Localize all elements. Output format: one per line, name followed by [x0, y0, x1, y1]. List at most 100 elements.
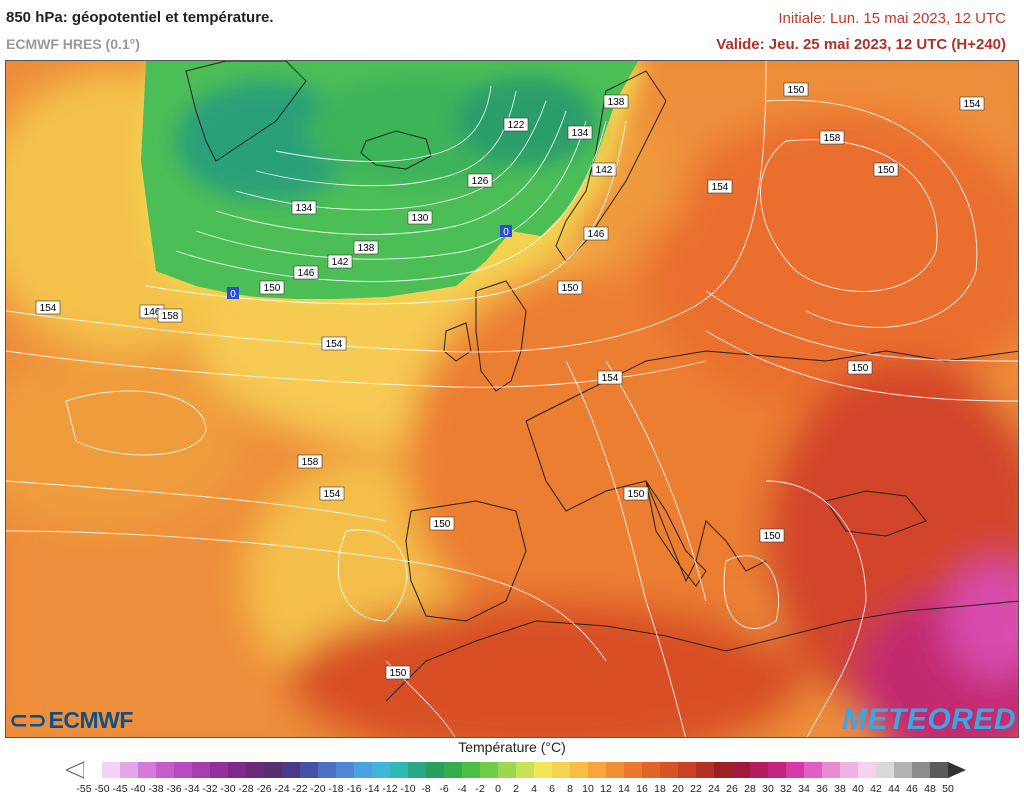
legend-tick-label: -32 — [202, 783, 218, 795]
svg-text:150: 150 — [764, 531, 781, 542]
legend-tick-label: -24 — [274, 783, 290, 795]
contour-label: 150 — [557, 280, 583, 295]
svg-text:126: 126 — [472, 176, 489, 187]
legend-tick-label: -55 — [76, 783, 92, 795]
svg-text:154: 154 — [324, 489, 341, 500]
svg-text:142: 142 — [596, 165, 613, 176]
map-title: 850 hPa: géopotentiel et température. — [6, 9, 274, 26]
legend-tick-label: 40 — [852, 783, 864, 795]
legend-tick-label: 22 — [690, 783, 702, 795]
legend-tick-label: 20 — [672, 783, 684, 795]
colorbar-swatch — [246, 762, 265, 778]
colorbar-swatch — [174, 762, 193, 778]
svg-text:146: 146 — [298, 268, 315, 279]
weather-map[interactable]: 122 126 130 134 134 138 138 142 142 146 146 150 150 1… — [5, 60, 1019, 738]
svg-text:154: 154 — [40, 303, 57, 314]
legend-tick-label: 18 — [654, 783, 666, 795]
colorbar-min-arrow — [66, 761, 85, 779]
svg-text:146: 146 — [144, 307, 161, 318]
svg-text:158: 158 — [824, 133, 841, 144]
contour-label: 154 — [319, 486, 345, 501]
legend-tick-label: 48 — [924, 783, 936, 795]
contour-label: 150 — [385, 665, 411, 680]
colorbar-swatch — [786, 762, 805, 778]
colorbar-swatch — [606, 762, 625, 778]
legend-tick-label: 24 — [708, 783, 720, 795]
contour-label: 134 — [567, 125, 593, 140]
colorbar-swatch — [462, 762, 481, 778]
colorbar-swatch — [192, 762, 211, 778]
svg-text:150: 150 — [878, 165, 895, 176]
contour-label: 130 — [407, 210, 433, 225]
colorbar-swatch — [894, 762, 913, 778]
front-marker-label: 0 — [503, 227, 509, 238]
contour-label: 150 — [623, 486, 649, 501]
legend-tick-label: -14 — [364, 783, 380, 795]
svg-text:122: 122 — [508, 120, 525, 131]
colorbar-swatch — [102, 762, 121, 778]
contour-label: 154 — [707, 179, 733, 194]
contour-label: 154 — [959, 96, 985, 111]
front-marker-label: 0 — [230, 289, 236, 300]
legend-tick-label: -38 — [148, 783, 164, 795]
legend-tick-label: -16 — [346, 783, 362, 795]
colorbar-swatch — [660, 762, 679, 778]
legend-tick-label: 12 — [600, 783, 612, 795]
contour-label: 150 — [873, 162, 899, 177]
legend-tick-label: -12 — [382, 783, 398, 795]
contour-label: 158 — [157, 308, 183, 323]
colorbar-swatch — [372, 762, 391, 778]
contour-label: 150 — [783, 82, 809, 97]
contour-label: 154 — [597, 370, 623, 385]
contour-label: 158 — [297, 454, 323, 469]
svg-text:154: 154 — [964, 99, 981, 110]
svg-text:154: 154 — [712, 182, 729, 193]
legend-tick-label: 42 — [870, 783, 882, 795]
svg-text:138: 138 — [608, 97, 625, 108]
contour-label: 126 — [467, 173, 493, 188]
colorbar-swatch — [426, 762, 445, 778]
legend-tick-label: -26 — [256, 783, 272, 795]
legend-tick-label: 50 — [942, 783, 954, 795]
colorbar-swatch — [732, 762, 751, 778]
colorbar-swatch — [336, 762, 355, 778]
colorbar-swatch — [588, 762, 607, 778]
colorbar-swatch — [804, 762, 823, 778]
colorbar-swatch — [516, 762, 535, 778]
legend-tick-label: 10 — [582, 783, 594, 795]
legend-tick-label: -18 — [328, 783, 344, 795]
colorbar-swatch — [444, 762, 463, 778]
contour-label: 138 — [353, 240, 379, 255]
colorbar-swatch — [300, 762, 319, 778]
legend-title: Température (°C) — [458, 739, 566, 755]
colorbar-swatch — [264, 762, 283, 778]
contour-label: 154 — [35, 300, 61, 315]
legend-tick-label: 34 — [798, 783, 810, 795]
svg-text:134: 134 — [296, 203, 313, 214]
svg-text:138: 138 — [358, 243, 375, 254]
contour-label: 154 — [321, 336, 347, 351]
legend-tick-label: -30 — [220, 783, 236, 795]
temperature-colorbar — [66, 761, 966, 779]
legend-tick-label: 32 — [780, 783, 792, 795]
contour-label: 122 — [503, 117, 529, 132]
colorbar-swatch — [678, 762, 697, 778]
contour-label: 146 — [583, 226, 609, 241]
colorbar-swatch — [822, 762, 841, 778]
colorbar-swatch — [390, 762, 409, 778]
legend-tick-label: -22 — [292, 783, 308, 795]
colorbar-swatch — [354, 762, 373, 778]
legend-ticks: -55 -50 -45 -40 -38 -36 -34 -32 -30 -28 -26 -24 -22-… — [66, 783, 966, 797]
legend-tick-label: -10 — [400, 783, 416, 795]
colorbar-swatch — [228, 762, 247, 778]
legend-tick-label: 26 — [726, 783, 738, 795]
colorbar-swatch — [408, 762, 427, 778]
colorbar-swatch — [624, 762, 643, 778]
model-label: ECMWF HRES (0.1°) — [6, 36, 140, 52]
colorbar-swatch — [552, 762, 571, 778]
svg-text:154: 154 — [602, 373, 619, 384]
contour-label: 150 — [759, 528, 785, 543]
init-time: Initiale: Lun. 15 mai 2023, 12 UTC — [778, 10, 1006, 27]
colorbar-swatch — [750, 762, 769, 778]
temperature-field — [6, 61, 1018, 737]
